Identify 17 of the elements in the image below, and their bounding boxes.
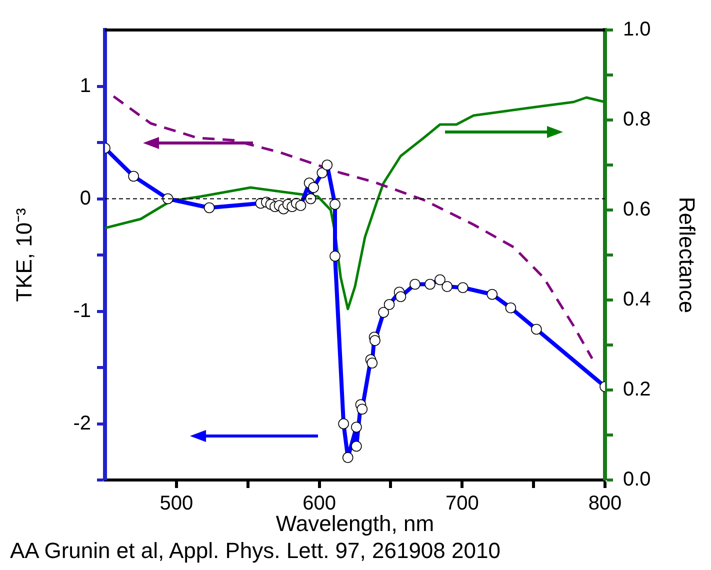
y-tick-label: 1	[80, 74, 91, 97]
x-tick-label: 800	[588, 492, 622, 515]
y-tick-label: 0	[80, 187, 91, 210]
y-tick-label: -1	[73, 300, 91, 322]
text: AA Grunin et al, Appl. Phys. Lett. 97, 261908 2010	[10, 538, 502, 564]
y-axis-title: TKE, 10⁻³	[11, 208, 36, 302]
x-tick-label: 700	[445, 492, 479, 515]
x-tick-label: 500	[160, 492, 194, 515]
line-series	[112, 95, 594, 360]
y2-tick-label: 0.6	[623, 198, 651, 221]
y2-tick-label: 0.4	[623, 288, 651, 311]
y2-axis-title: Reflectance	[674, 196, 700, 314]
y-tick-label: -2	[73, 412, 91, 434]
y2-tick-label: 0.8	[623, 108, 651, 131]
y2-tick-label: 1.0	[623, 18, 651, 41]
y2-tick-label: 0.0	[623, 468, 651, 491]
y2-tick-label: 0.2	[623, 378, 651, 401]
